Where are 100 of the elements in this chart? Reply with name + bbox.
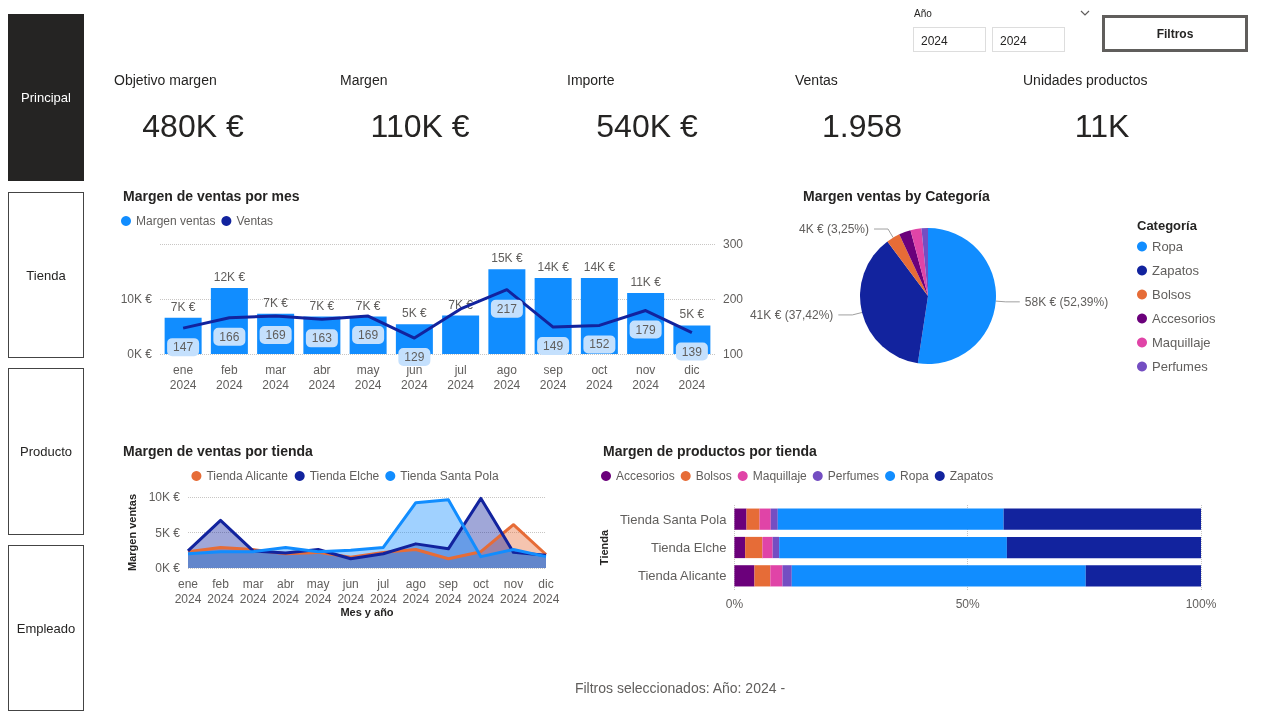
- y-axis-title: Tienda: [597, 529, 610, 566]
- legend-title: Categoría: [1137, 218, 1198, 233]
- bar: [770, 565, 783, 587]
- data-label: 129: [404, 350, 425, 365]
- legend-label: Maquillaje: [752, 469, 808, 483]
- data-label: 7K €: [309, 298, 335, 313]
- x-tick-label: jun 2024: [337, 576, 365, 606]
- category-label: Ventas: [795, 72, 838, 88]
- legend-label: Margen ventas: [136, 214, 216, 228]
- x-tick-label: ene 2024: [169, 362, 197, 392]
- x-axis-title: Mes y año: [340, 606, 394, 619]
- legend-label: Bolsos: [1152, 287, 1192, 302]
- x-tick-label: may 2024: [354, 362, 382, 392]
- y-tick-label: 5K €: [155, 525, 181, 540]
- y-tick-label: Tienda Elche: [650, 540, 727, 555]
- text: 11K: [1074, 108, 1130, 144]
- x-tick-label: abr 2024: [272, 576, 300, 606]
- y2-tick-label: 100: [723, 347, 744, 361]
- text: 110K €: [370, 108, 470, 144]
- data-label: 41K € (37,42%): [749, 307, 834, 322]
- y-tick-label: Tienda Alicante: [637, 568, 727, 584]
- text: Año: [914, 8, 932, 19]
- bar: [734, 536, 746, 559]
- x-tick-label: oct 2024: [586, 362, 614, 392]
- nav-button: Producto: [8, 368, 84, 535]
- bar: [772, 536, 780, 559]
- chart-title: Margen de ventas por mes: [123, 188, 300, 204]
- category-label: Objetivo margen: [114, 72, 217, 88]
- year-field: 2024: [992, 27, 1065, 52]
- data-label: 15K €: [491, 251, 523, 266]
- x-tick-label: mar 2024: [262, 362, 290, 392]
- legend-label: Zapatos: [949, 469, 994, 483]
- data-label: 163: [311, 331, 333, 346]
- bar: [782, 565, 792, 587]
- bar: [754, 565, 771, 587]
- data-label: 217: [496, 301, 518, 316]
- legend-label: Ropa: [900, 469, 930, 483]
- legend-label: Bolsos: [695, 469, 732, 483]
- bar: [1085, 565, 1201, 587]
- x-tick-label: ene 2024: [174, 576, 202, 606]
- legend-label: Perfumes: [1152, 359, 1209, 374]
- y2-tick-label: 300: [723, 237, 744, 251]
- data-label: 12K €: [213, 270, 246, 284]
- data-label: 152: [589, 337, 610, 352]
- x-tick-label: dic 2024: [532, 576, 560, 606]
- data-label: 11K €: [630, 274, 662, 289]
- x-tick-label: may 2024: [304, 576, 332, 606]
- data-label: 179: [635, 322, 656, 337]
- x-tick-label: feb 2024: [207, 576, 235, 606]
- y2-tick-label: 200: [723, 292, 744, 306]
- data-label: 5K €: [402, 306, 428, 321]
- bar: [745, 536, 763, 559]
- x-tick-label: nov 2024: [632, 362, 660, 392]
- legend-label: Accesorios: [1152, 311, 1217, 326]
- x-tick-label: nov 2024: [500, 576, 528, 606]
- legend-label: Perfumes: [827, 469, 880, 483]
- data-label: 169: [358, 328, 379, 343]
- legend-label: Tienda Santa Pola: [400, 469, 499, 483]
- y-tick-label: 0K €: [155, 561, 181, 575]
- nav-button: Tienda: [8, 192, 84, 358]
- filter-button: Filtros: [1102, 15, 1248, 52]
- legend-label: Zapatos: [1152, 263, 1200, 278]
- bar: [734, 565, 755, 587]
- nav-button: Empleado: [8, 545, 84, 711]
- data-label: 14K €: [583, 260, 616, 275]
- text: 1.958: [821, 108, 903, 144]
- nav-button: Principal: [8, 14, 84, 181]
- data-label: 7K €: [263, 295, 289, 310]
- bar: [746, 508, 760, 530]
- x-tick-label: 0%: [725, 597, 744, 611]
- chart-title: Margen de productos por tienda: [603, 443, 818, 459]
- data-label: 166: [219, 329, 240, 344]
- data-label: 139: [681, 344, 703, 359]
- bar: [1003, 508, 1201, 530]
- x-tick-label: mar 2024: [239, 576, 267, 606]
- bar: [762, 536, 773, 559]
- x-tick-label: jun 2024: [401, 362, 429, 392]
- bar: [442, 315, 480, 354]
- x-tick-label: oct 2024: [467, 576, 495, 606]
- legend-label: Accesorios: [616, 469, 675, 483]
- legend-label: Tienda Elche: [309, 469, 380, 483]
- x-tick-label: dic 2024: [678, 362, 706, 392]
- year-field: 2024: [913, 27, 986, 52]
- x-tick-label: sep 2024: [539, 362, 567, 392]
- data-label: 7K €: [355, 298, 381, 313]
- bar: [1006, 536, 1201, 559]
- category-label: Unidades productos: [1023, 72, 1148, 88]
- x-tick-label: feb 2024: [216, 362, 244, 392]
- x-tick-label: 100%: [1185, 597, 1217, 611]
- text: 480K €: [142, 108, 244, 144]
- x-tick-label: jul 2024: [447, 362, 475, 392]
- legend-label: Ropa: [1152, 239, 1184, 254]
- bar: [770, 508, 778, 530]
- data-label: 7K €: [170, 299, 196, 314]
- data-label: 58K € (52,39%): [1024, 294, 1109, 309]
- data-label: 5K €: [679, 307, 705, 322]
- data-label: 149: [543, 339, 564, 354]
- data-label: 169: [265, 328, 286, 343]
- chart-title: Margen de ventas por tienda: [123, 443, 314, 459]
- text: 540K €: [596, 108, 698, 144]
